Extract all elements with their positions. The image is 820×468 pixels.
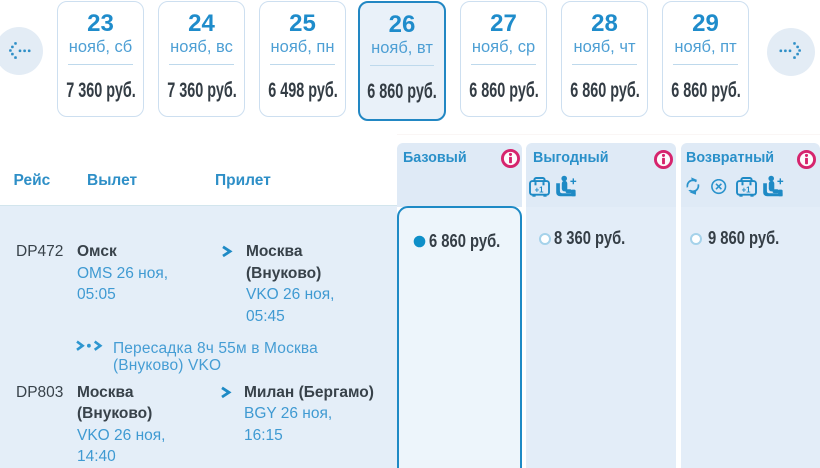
svg-text:+1: +1	[535, 185, 545, 194]
svg-text:+1: +1	[741, 185, 751, 194]
